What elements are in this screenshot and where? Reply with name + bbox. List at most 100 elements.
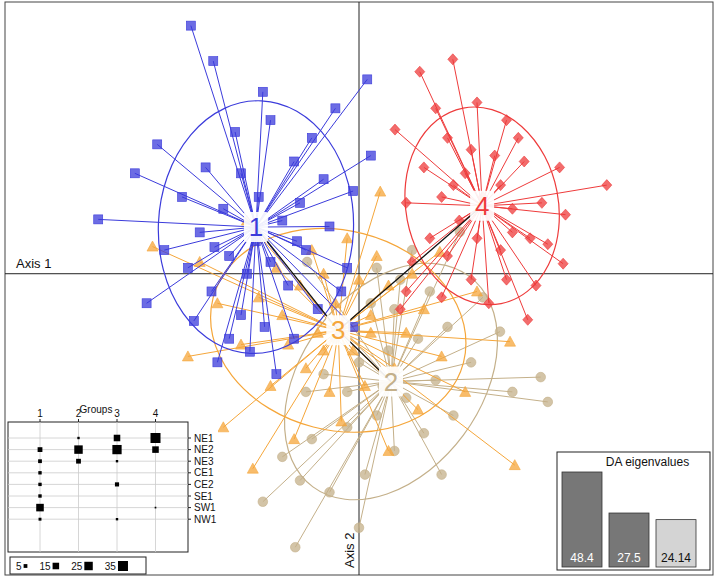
point xyxy=(318,345,329,355)
point xyxy=(237,169,246,178)
star-line xyxy=(191,26,256,227)
star-line xyxy=(98,219,256,227)
star-line xyxy=(135,173,256,227)
point xyxy=(558,258,568,269)
membership-square xyxy=(39,518,42,521)
x-axis-label: Axis 1 xyxy=(16,256,51,271)
mst-edge xyxy=(338,206,482,331)
inset-grid xyxy=(8,507,188,508)
point xyxy=(523,314,533,325)
eigenvalue-inset: 48.427.524.14DA eigenvalues xyxy=(557,452,710,570)
membership-square xyxy=(74,445,82,453)
point xyxy=(290,334,299,343)
star-line xyxy=(253,330,338,468)
ellipse xyxy=(388,94,576,319)
inset-tick xyxy=(188,496,191,497)
point xyxy=(602,180,612,191)
point xyxy=(425,287,435,297)
inset-grid xyxy=(8,472,188,473)
inset-grid xyxy=(8,519,188,520)
point xyxy=(375,186,386,196)
column-label: 1 xyxy=(37,408,43,419)
point xyxy=(225,252,234,261)
point xyxy=(543,239,553,250)
inset-tick xyxy=(117,419,118,422)
point xyxy=(508,387,518,397)
mst-edge xyxy=(256,227,338,330)
point xyxy=(295,476,305,486)
point xyxy=(130,169,139,178)
size-legend-square xyxy=(24,564,28,568)
inset-grid xyxy=(78,422,79,552)
point xyxy=(147,241,158,251)
inset-tick xyxy=(155,419,156,422)
plot-frame xyxy=(5,2,713,575)
point xyxy=(289,434,300,444)
ellipse xyxy=(240,222,541,540)
point xyxy=(336,416,347,426)
point xyxy=(365,327,376,337)
point xyxy=(443,251,453,262)
point xyxy=(324,386,335,396)
size-legend-square xyxy=(118,561,128,571)
point xyxy=(383,280,394,290)
point xyxy=(260,322,269,331)
inset-tick xyxy=(40,419,41,422)
centroid-label: 3 xyxy=(331,315,345,345)
point xyxy=(437,470,447,480)
point xyxy=(312,327,323,337)
inset-grid xyxy=(8,449,188,450)
inset-title: Groups xyxy=(80,404,113,415)
inset-grid xyxy=(8,496,188,497)
point xyxy=(349,187,358,196)
point xyxy=(531,280,541,291)
point xyxy=(443,322,453,332)
inset-grid xyxy=(8,461,188,462)
point xyxy=(236,339,247,349)
point xyxy=(325,222,334,231)
inset-bg xyxy=(6,400,218,554)
point xyxy=(201,163,210,172)
point xyxy=(237,311,246,320)
point xyxy=(348,345,359,355)
point xyxy=(519,156,529,167)
point xyxy=(160,246,169,255)
point xyxy=(307,434,317,444)
inset-grid xyxy=(8,438,188,439)
point xyxy=(293,237,302,246)
eigen-label: 27.5 xyxy=(617,551,641,565)
point xyxy=(266,116,275,125)
star-line xyxy=(338,330,515,465)
star-line xyxy=(338,330,441,356)
point xyxy=(561,209,571,220)
inset-tick xyxy=(188,519,191,520)
star-line xyxy=(282,382,391,457)
point xyxy=(325,487,335,497)
inset-tick xyxy=(188,507,191,508)
centroid-box xyxy=(379,367,403,397)
point xyxy=(290,157,299,166)
row-label: NW1 xyxy=(194,514,217,525)
point xyxy=(278,216,287,225)
point xyxy=(437,191,447,202)
point xyxy=(284,281,293,290)
point xyxy=(254,192,263,201)
star-line xyxy=(256,227,353,327)
size-legend-square xyxy=(84,562,92,570)
point xyxy=(401,327,412,337)
inset-grid xyxy=(117,422,118,552)
membership-square xyxy=(36,504,44,512)
point xyxy=(384,346,394,356)
membership-square xyxy=(116,518,118,520)
point xyxy=(448,180,458,191)
membership-square xyxy=(155,507,157,509)
point xyxy=(401,197,411,208)
size-legend-square xyxy=(53,563,60,570)
row-label: NE3 xyxy=(194,456,214,467)
star-line xyxy=(391,332,500,382)
point xyxy=(210,243,219,252)
point xyxy=(395,304,405,315)
centroid-box xyxy=(244,212,268,242)
centroid-label: 4 xyxy=(475,191,489,221)
group-1 xyxy=(94,21,376,379)
